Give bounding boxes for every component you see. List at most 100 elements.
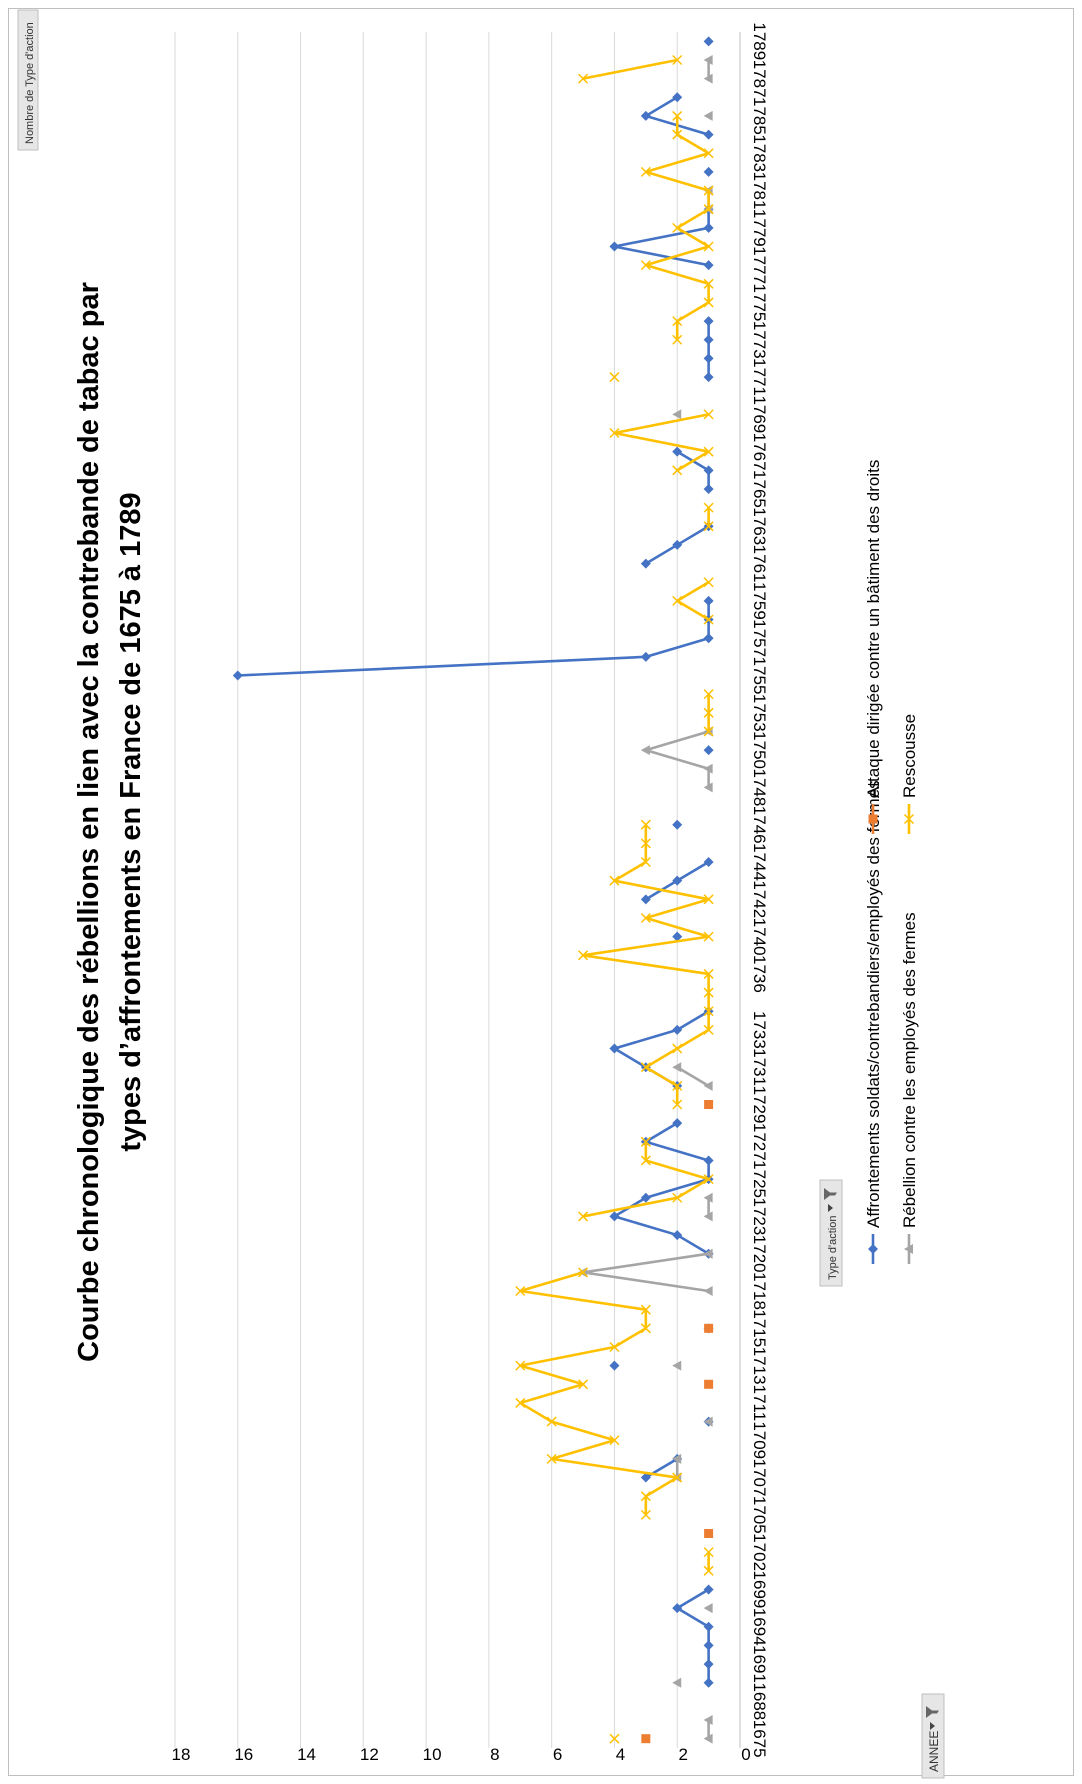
data-point-rescousse: [546, 1453, 557, 1464]
series-line-rescousse: [518, 1271, 679, 1515]
data-point-rescousse: [640, 819, 651, 830]
data-point-rescousse: [640, 1491, 651, 1502]
data-point-rescousse: [703, 577, 714, 588]
data-point-rescousse: [703, 148, 714, 159]
legend-item-rebellion[interactable]: Rébellion contre les employés des fermes: [900, 912, 919, 1264]
x-tick-label: 1736: [750, 955, 769, 993]
x-tick-label: 1715: [750, 1309, 769, 1347]
data-point-rescousse: [703, 278, 714, 289]
data-point-affrontements: [232, 670, 243, 681]
data-point-rescousse: [578, 1379, 589, 1390]
data-point-rescousse: [703, 521, 714, 532]
x-tick-label: 1702: [750, 1533, 769, 1571]
data-point-rescousse: [609, 1341, 620, 1353]
x-tick-label: 1757: [750, 619, 769, 657]
filter-funnel-icon: [824, 1188, 837, 1200]
data-point-affrontements: [672, 875, 683, 886]
axis-funnel-icon: [926, 1706, 939, 1718]
x-tick-label: 1731: [750, 1048, 769, 1086]
series-layer: [232, 36, 714, 1744]
legend-field-button[interactable]: Type d'action: [819, 1179, 843, 1287]
x-tick-label: 1742: [750, 880, 769, 918]
data-point-affrontements: [703, 1155, 714, 1166]
data-point-rescousse: [578, 73, 589, 84]
data-point-affrontements: [672, 1603, 683, 1614]
x-tick-label: 1750: [750, 731, 769, 769]
data-point-attaque: [641, 1734, 651, 1744]
axis-dropdown-icon[interactable]: [930, 1722, 935, 1730]
y-tick-label: 10: [423, 1745, 442, 1764]
series-line-rebellion: [676, 1066, 710, 1087]
data-point-rebellion: [703, 1715, 713, 1726]
data-point-affrontements: [703, 1621, 714, 1632]
data-point-rescousse: [672, 1099, 683, 1110]
data-point-affrontements: [703, 36, 714, 47]
series-line-rebellion: [644, 730, 710, 788]
x-tick-label: 1691: [750, 1645, 769, 1683]
series-line-affrontements: [613, 1122, 710, 1255]
series-line-rescousse: [582, 1141, 710, 1218]
data-point-rescousse: [672, 222, 683, 233]
y-tick-label: 16: [234, 1745, 253, 1764]
x-tick-label: 1707: [750, 1459, 769, 1497]
x-tick-label: 1699: [750, 1571, 769, 1609]
data-point-rescousse: [609, 427, 620, 439]
data-point-rescousse: [578, 950, 589, 961]
values-field-label: Nombre de Type d'action: [24, 22, 36, 144]
filter-dropdown-icon[interactable]: [828, 1204, 833, 1212]
chart-title-line-1: Courbe chronologique des rébellions en l…: [73, 282, 105, 1362]
legend-item-attaque[interactable]: Attaque dirigée contre un bâtiment des d…: [864, 460, 883, 834]
x-tick-label: 1785: [750, 97, 769, 135]
x-tick-label: 1777: [750, 246, 769, 284]
data-point-rescousse: [703, 297, 714, 308]
data-point-affrontements: [640, 110, 651, 121]
data-point-rescousse: [640, 1155, 651, 1166]
data-point-affrontements: [703, 745, 714, 756]
data-point-affrontements: [703, 222, 714, 233]
legend-label-attaque: Attaque dirigée contre un bâtiment des d…: [864, 460, 883, 798]
data-point-affrontements: [703, 166, 714, 177]
x-tick-label: 1729: [750, 1086, 769, 1124]
data-point-rebellion: [703, 54, 713, 65]
data-point-rebellion: [703, 1733, 713, 1744]
data-point-rescousse: [672, 1192, 683, 1203]
x-tick-label: 1761: [750, 545, 769, 583]
series-line-rebellion: [581, 1252, 709, 1293]
x-tick-label: 1748: [750, 768, 769, 806]
data-point-rescousse: [640, 166, 651, 177]
data-point-affrontements: [703, 334, 714, 345]
x-tick-label: 1744: [750, 843, 769, 881]
data-point-affrontements: [703, 1584, 714, 1595]
data-point-affrontements: [703, 372, 714, 383]
data-point-rescousse: [703, 931, 714, 942]
data-point-rescousse: [672, 54, 683, 66]
axis-field-label: ANNEE: [927, 1731, 941, 1772]
x-tick-label: 1771: [750, 358, 769, 396]
data-point-affrontements: [703, 595, 714, 606]
x-tick-label: 1709: [750, 1421, 769, 1459]
axis-field-button[interactable]: ANNEE: [921, 1693, 945, 1779]
y-axis-ticks: 0 2 4 6 8 10 12 14 16 18: [172, 1745, 751, 1764]
data-point-attaque: [704, 1529, 714, 1538]
data-point-affrontements: [703, 1659, 714, 1670]
data-point-rescousse: [609, 875, 620, 886]
data-point-rescousse: [703, 1006, 714, 1017]
values-field-button[interactable]: Nombre de Type d'action: [17, 9, 39, 151]
x-tick-label: 1783: [750, 134, 769, 172]
x-tick-label: 1759: [750, 582, 769, 620]
legend: Affrontements soldats/contrebandiers/emp…: [864, 460, 919, 1264]
x-tick-label: 1753: [750, 694, 769, 732]
data-point-affrontements: [609, 1211, 620, 1222]
data-point-rebellion: [703, 110, 713, 121]
data-point-rebellion: [703, 763, 713, 774]
data-point-affrontements: [703, 857, 714, 868]
legend-item-rescousse[interactable]: Rescousse: [900, 714, 919, 834]
legend-field-label: Type d'action: [827, 1216, 839, 1280]
data-point-affrontements: [703, 129, 714, 140]
data-point-rescousse: [672, 1080, 683, 1091]
x-tick-label: 1723: [750, 1197, 769, 1235]
legend-item-affrontements[interactable]: Affrontements soldats/contrebandiers/emp…: [864, 780, 883, 1264]
data-point-rescousse: [515, 1285, 526, 1297]
data-point-rescousse: [640, 1136, 651, 1147]
gridlines: [174, 32, 741, 1748]
